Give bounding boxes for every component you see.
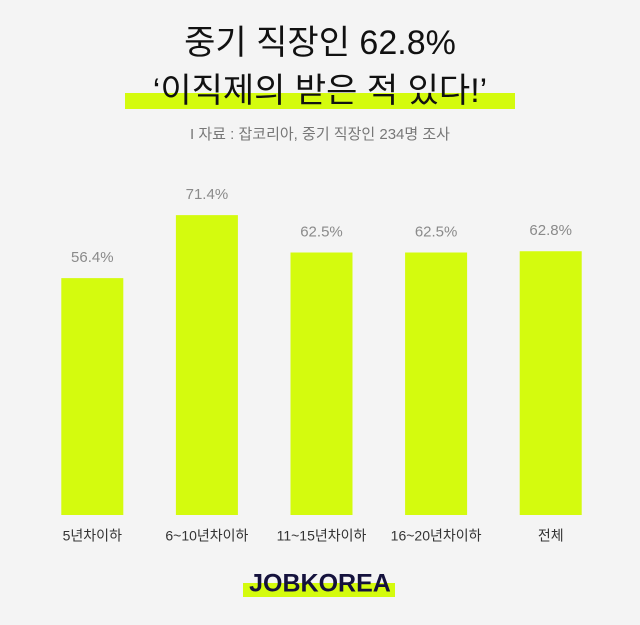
source: I 자료 : 잡코리아, 중기 직장인 234명 조사 — [190, 126, 450, 143]
chart-title: 중기 직장인 62.8% — [184, 24, 456, 62]
x-tick-label: 11~15년차이하 — [277, 528, 367, 544]
chart-subtitle: ‘이직제의 받은 적 있다!’ — [153, 72, 487, 110]
value-label: 62.5% — [415, 223, 458, 240]
bar — [290, 252, 353, 515]
bar — [175, 215, 238, 515]
bar — [61, 278, 124, 515]
x-tick-label: 6~10년차이하 — [165, 528, 248, 544]
bar — [405, 252, 468, 515]
x-tick-label: 5년차이하 — [63, 528, 122, 544]
x-tick-label: 전체 — [538, 528, 564, 544]
value-label: 62.8% — [529, 222, 572, 239]
bar — [519, 251, 582, 516]
x-tick-label: 16~20년차이하 — [391, 528, 482, 544]
highlight — [125, 93, 515, 109]
logo-highlight — [243, 583, 395, 597]
value-label: 62.5% — [300, 223, 343, 240]
logo: JOBKOREA — [249, 570, 391, 598]
value-label: 56.4% — [71, 249, 114, 266]
value-label: 71.4% — [186, 186, 229, 203]
